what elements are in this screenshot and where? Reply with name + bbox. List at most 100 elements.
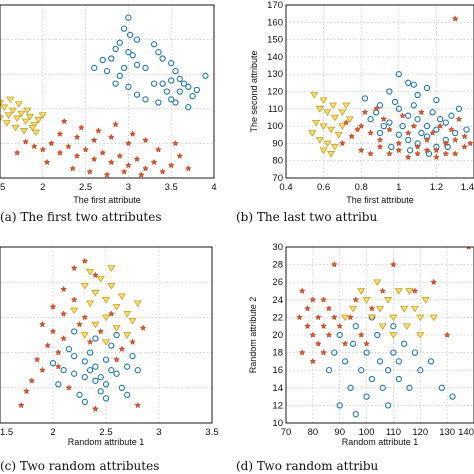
subplot-caption: (a) The first two attributes <box>0 210 162 224</box>
star-point <box>436 122 444 129</box>
circle-point <box>352 411 359 418</box>
star-point <box>411 287 419 294</box>
subplot-b: 0.4 0.6 0.8 1 1.2 1.4 70 80 90 100 110 120 130 140 150… <box>236 0 474 224</box>
star-point <box>336 322 344 330</box>
circle-point <box>180 80 188 87</box>
circle-point <box>399 122 406 130</box>
star-point <box>90 155 98 163</box>
triangle-point <box>312 119 321 127</box>
circle-point <box>134 367 141 374</box>
y-tick-label: 24 <box>272 295 283 306</box>
star-point <box>320 296 328 303</box>
y-tick-label: 26 <box>272 277 283 288</box>
circle-point <box>395 71 402 78</box>
circle-point <box>384 402 392 409</box>
triangle-point <box>330 144 339 151</box>
star-point <box>129 338 136 345</box>
x-axis-label: Random attribute 1 <box>342 437 419 447</box>
y-tick-label: 90 <box>272 138 283 149</box>
x-tick-label: 2.5 <box>79 182 92 193</box>
star-point <box>352 296 360 303</box>
triangle-point <box>96 275 105 283</box>
star-point <box>357 331 365 338</box>
y-tick-label: 16 <box>272 365 283 376</box>
star-point <box>357 122 365 129</box>
circle-point <box>347 384 354 391</box>
triangle-point <box>117 293 126 300</box>
triangle-point <box>101 314 111 322</box>
circle-point <box>65 345 73 353</box>
star-point <box>120 168 128 175</box>
star-point <box>466 139 474 147</box>
triangle-point <box>334 132 343 139</box>
circle-point <box>168 77 175 84</box>
circle-point <box>163 88 171 95</box>
triangle-point <box>308 130 317 137</box>
triangle-point <box>345 116 354 123</box>
y-tick-label: 130 <box>267 69 283 80</box>
circle-point <box>449 393 456 400</box>
circle-point <box>112 45 119 53</box>
star-point <box>91 405 99 412</box>
circle-point <box>349 340 357 347</box>
star-point <box>60 334 68 342</box>
star-point <box>172 139 179 147</box>
circle-point <box>125 83 132 90</box>
circle-point <box>102 381 110 388</box>
star-point <box>113 356 121 363</box>
y-tick-label: 160 <box>267 17 283 28</box>
triangle-point <box>6 96 15 104</box>
circle-point <box>55 381 62 388</box>
circle-point <box>76 391 83 398</box>
triangle-point <box>86 300 95 308</box>
triangle-point <box>327 151 336 158</box>
triangle-point <box>315 106 324 113</box>
point-layer <box>296 247 471 418</box>
triangle-point <box>0 104 9 111</box>
star-point <box>430 278 438 286</box>
star-point <box>184 165 192 172</box>
triangle-point <box>384 297 393 304</box>
circle-point <box>423 84 431 92</box>
circle-point <box>395 358 402 365</box>
x-tick-label: 90 <box>334 427 345 438</box>
triangle-point <box>373 279 382 286</box>
circle-point <box>189 93 196 100</box>
y-tick-label: 170 <box>267 0 283 11</box>
circle-point <box>341 358 349 365</box>
circle-point <box>159 55 166 62</box>
star-point <box>325 305 333 312</box>
triangle-point <box>416 314 425 322</box>
triangle-point <box>107 282 116 290</box>
triangle-point <box>123 332 132 339</box>
triangle-point <box>34 117 43 124</box>
triangle-point <box>133 300 142 308</box>
star-point <box>139 324 147 331</box>
y-axis-label: Random attribute 2 <box>248 297 258 374</box>
x-tick-label: 70 <box>281 427 292 438</box>
star-point <box>91 271 99 279</box>
circle-point <box>97 374 104 381</box>
x-tick-label: 1.4 <box>461 182 474 193</box>
star-point <box>395 139 403 147</box>
x-tick-label: 110 <box>386 427 401 438</box>
star-point <box>70 264 78 272</box>
circle-point <box>172 67 179 75</box>
circle-point <box>126 31 134 39</box>
triangle-point <box>375 305 385 313</box>
circle-point <box>86 367 94 374</box>
star-point <box>380 115 388 123</box>
circle-point <box>172 99 179 106</box>
circle-point <box>133 36 141 43</box>
y-tick-label: 120 <box>267 87 283 98</box>
star-point <box>124 139 132 147</box>
star-point <box>325 331 333 338</box>
x-tick-label: 130 <box>439 427 455 438</box>
star-point <box>107 133 115 141</box>
star-point <box>13 149 21 156</box>
star-point <box>385 126 393 133</box>
star-point <box>414 150 422 157</box>
star-point <box>33 356 41 363</box>
triangle-point <box>421 297 430 304</box>
